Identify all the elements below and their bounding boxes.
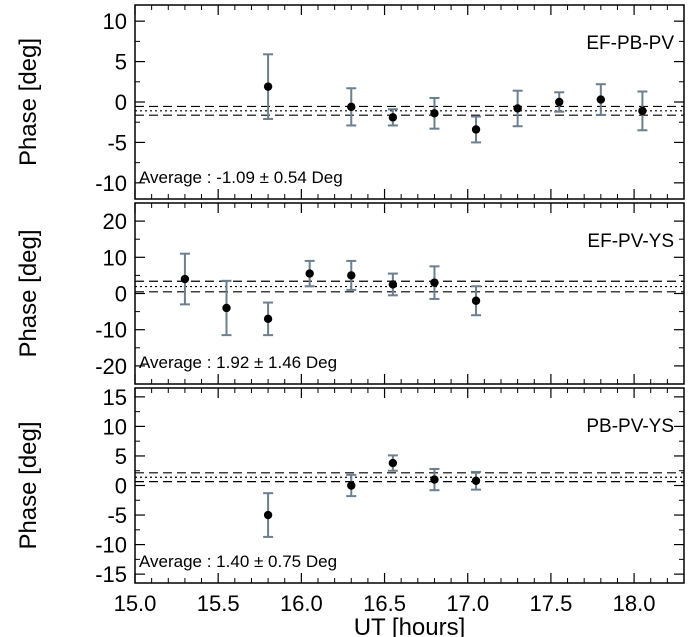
x-tick-label: 15.5 — [197, 591, 240, 616]
y-tick-label: 10 — [103, 9, 127, 34]
y-tick-label: 5 — [115, 444, 127, 469]
data-point — [347, 102, 356, 112]
panels-group: -10 -5 0 5 10 EF-PB-PV Average : -1.09 ± 0.54 … — [15, 4, 685, 637]
panel-label: EF-PB-PV — [586, 33, 674, 54]
y-tick-label: 0 — [115, 282, 127, 307]
y-tick-label: 10 — [103, 245, 127, 270]
y-tick-label: -10 — [95, 318, 127, 343]
data-point — [263, 82, 273, 91]
data-point — [471, 125, 481, 134]
data-point — [263, 314, 273, 324]
data-point — [638, 106, 647, 116]
y-tick-label: 10 — [103, 414, 127, 439]
panel-2: -20 -10 0 10 20 EF-PV-YS Average : 1.92 ± 1.46… — [15, 202, 685, 385]
y-axis-title: Phase [deg] — [15, 38, 42, 166]
y-tick-label: -20 — [95, 354, 127, 379]
data-point — [471, 296, 481, 305]
x-tick-label: 15.0 — [114, 591, 157, 616]
y-axis-title: Phase [deg] — [15, 229, 42, 357]
y-tick-label: 15 — [103, 385, 127, 410]
data-point — [388, 113, 398, 122]
data-point — [222, 303, 231, 313]
x-tick-label: 16.0 — [280, 591, 323, 616]
panel-3: -15 -10 -5 0 5 10 15 PB-PV-YS Average : 1.40 ± 0… — [15, 385, 685, 637]
data-point — [347, 481, 356, 490]
x-tick-label: 17.5 — [529, 591, 572, 616]
data-point — [513, 104, 522, 113]
data-point — [388, 280, 398, 289]
data-point — [347, 271, 356, 280]
y-tick-label: -5 — [107, 503, 127, 528]
data-point — [471, 476, 481, 485]
y-tick-label: 0 — [115, 90, 127, 115]
y-tick-label: -5 — [107, 130, 127, 155]
panel-1: -10 -5 0 5 10 EF-PB-PV Average : -1.09 ± 0.54 … — [15, 4, 685, 200]
data-point — [263, 510, 273, 520]
data-point — [555, 97, 564, 107]
x-tick-label: 17.0 — [446, 591, 489, 616]
panel-label: PB-PV-YS — [586, 416, 674, 437]
data-point — [305, 269, 314, 278]
data-point — [596, 95, 606, 104]
data-point — [180, 274, 190, 284]
y-tick-label: 5 — [115, 50, 127, 75]
data-point — [430, 278, 439, 287]
average-annotation: Average : 1.92 ± 1.46 Deg — [139, 353, 337, 372]
y-tick-label: -10 — [95, 533, 127, 558]
x-tick-label: 16.5 — [363, 591, 406, 616]
data-point — [430, 109, 439, 118]
y-axis-title: Phase [deg] — [15, 421, 42, 549]
average-annotation: Average : -1.09 ± 0.54 Deg — [139, 168, 343, 187]
data-point — [388, 458, 398, 468]
y-tick-label: -15 — [95, 562, 127, 587]
x-axis-title: UT [hours] — [354, 614, 466, 637]
average-annotation: Average : 1.40 ± 0.75 Deg — [139, 552, 337, 571]
panel-label: EF-PV-YS — [587, 231, 674, 252]
x-tick-label: 18.0 — [613, 591, 656, 616]
data-point — [430, 475, 439, 484]
y-tick-label: 20 — [103, 209, 127, 234]
y-tick-label: -10 — [95, 171, 127, 196]
y-tick-label: 0 — [115, 474, 127, 499]
